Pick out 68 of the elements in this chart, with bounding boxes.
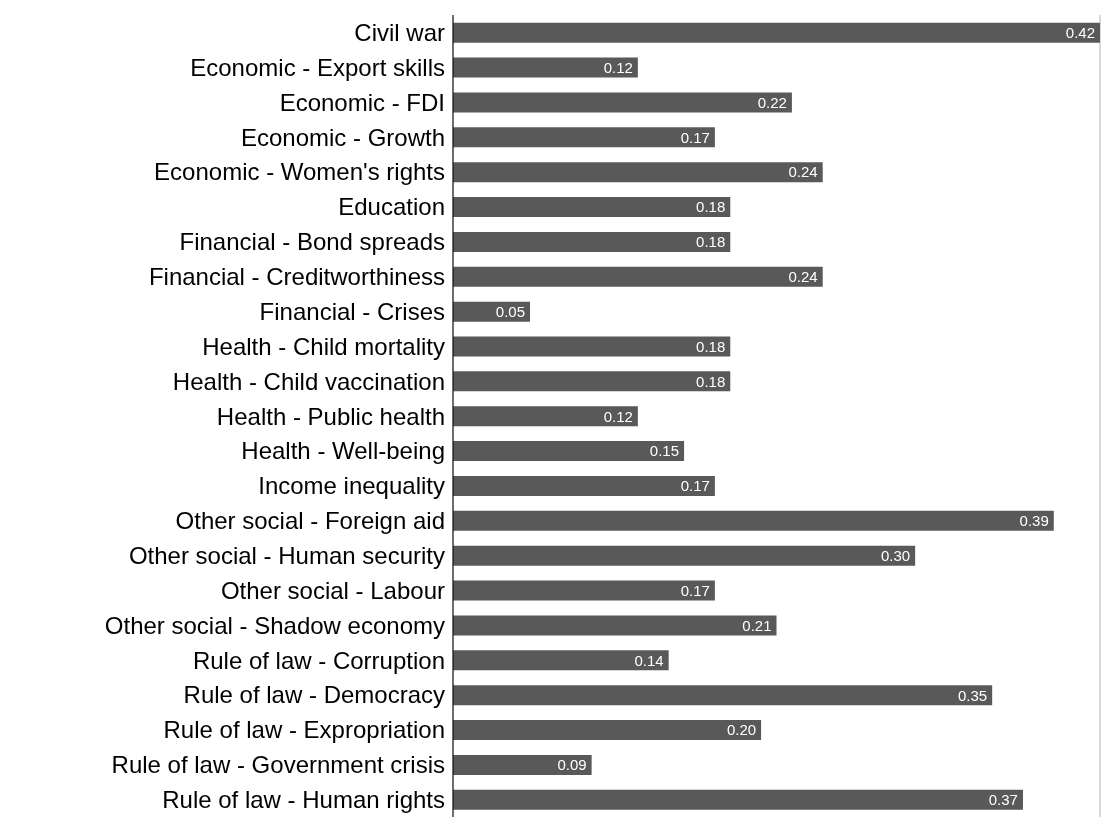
bar	[453, 615, 777, 636]
y-tick-label: Economic - Growth	[240, 123, 445, 151]
bar	[453, 266, 823, 287]
y-tick-label: Rule of law - Expropriation	[163, 716, 445, 744]
data-label: 0.18	[696, 233, 726, 251]
data-label: 0.09	[557, 756, 587, 774]
y-tick-label: Civil war	[354, 18, 445, 46]
y-tick-label: Health - Well-being	[241, 437, 445, 465]
bar	[453, 754, 592, 775]
y-tick-label: Other social - Human security	[128, 542, 445, 569]
bar	[453, 580, 715, 601]
y-tick-label: Economic - FDI	[279, 88, 445, 116]
data-label: 0.39	[1019, 512, 1049, 530]
data-label: 0.30	[880, 547, 911, 565]
data-label: 0.20	[726, 721, 757, 739]
bar	[453, 685, 993, 706]
data-label: 0.12	[603, 58, 633, 76]
bar	[453, 231, 731, 252]
data-label: 0.05	[495, 302, 526, 320]
bar	[453, 162, 823, 183]
y-tick-label: Economic - Women's rights	[154, 158, 445, 186]
data-label: 0.18	[696, 337, 726, 355]
data-label: 0.18	[696, 372, 726, 390]
data-label: 0.42	[1065, 24, 1095, 41]
data-label: 0.22	[757, 93, 787, 111]
data-label: 0.17	[680, 477, 710, 495]
y-tick-label: Health - Public health	[216, 402, 445, 430]
y-tick-label: Financial - Bond spreads	[179, 228, 445, 256]
data-label: 0.24	[788, 163, 818, 181]
data-label: 0.37	[988, 791, 1018, 809]
y-tick-label: Rule of law - Corruption	[192, 646, 445, 674]
data-label: 0.18	[696, 198, 726, 216]
bar	[453, 92, 792, 113]
y-tick-label: Rule of law - Government crisis	[111, 751, 445, 779]
data-label: 0.14	[634, 651, 664, 669]
bar	[453, 336, 731, 357]
bar	[453, 510, 1054, 531]
bar	[453, 197, 731, 218]
y-tick-label: Other social - Foreign aid	[175, 507, 445, 535]
data-label: 0.21	[742, 616, 772, 634]
y-tick-label: Financial - Creditworthiness	[148, 263, 445, 291]
bar	[453, 545, 916, 566]
bar	[453, 650, 669, 671]
y-tick-label: Other social - Shadow economy	[104, 611, 445, 639]
y-tick-label: Health - Child vaccination	[172, 367, 445, 395]
data-label: 0.35	[957, 686, 988, 704]
y-tick-label: Other social - Labour	[220, 576, 446, 604]
bar	[453, 406, 638, 427]
data-label: 0.15	[649, 442, 680, 460]
data-label: 0.12	[603, 407, 633, 425]
y-tick-label: Education	[338, 193, 445, 221]
data-label: 0.17	[680, 128, 710, 146]
bar	[453, 22, 1100, 43]
y-tick-label: Health - Child mortality	[202, 332, 445, 360]
bar	[453, 371, 731, 392]
y-tick-label: Income inequality	[258, 472, 445, 500]
y-tick-label: Economic - Export skills	[190, 53, 445, 81]
bar	[453, 720, 762, 741]
y-tick-label: Rule of law - Democracy	[183, 681, 445, 709]
bar	[453, 127, 715, 148]
bar	[453, 57, 638, 78]
data-label: 0.17	[680, 581, 710, 599]
data-label: 0.24	[788, 268, 818, 286]
bar	[453, 441, 685, 462]
bar	[453, 789, 1023, 810]
y-tick-label: Rule of law - Human rights	[162, 786, 445, 814]
y-tick-label: Financial - Crises	[259, 297, 445, 325]
bar	[453, 475, 715, 496]
